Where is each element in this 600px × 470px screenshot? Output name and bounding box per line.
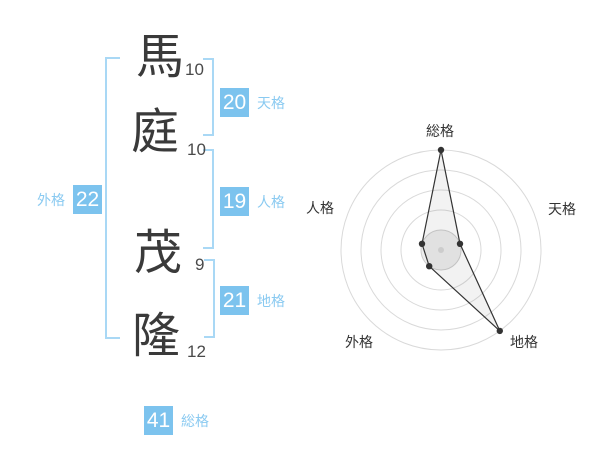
surname-char-1-strokes: 10 [185,60,204,79]
given-char-1-strokes: 9 [195,255,205,274]
jinkaku-badge: 19 人格 [220,187,285,216]
gaikaku-badge: 外格 22 [37,185,102,214]
surname-char-1: 馬 [136,31,185,84]
soukaku-badge: 41 総格 [144,406,209,435]
surname-char-2: 庭 [131,106,180,159]
soukaku-label: 総格 [181,412,209,429]
axis-label-chikaku: 地格 [510,334,538,350]
axis-label-tenkaku: 天格 [548,201,576,217]
jinkaku-value: 19 [220,187,249,216]
axis-label-jinkaku: 人格 [306,200,334,216]
surname-char-2-strokes: 10 [187,140,206,159]
given-char-2: 隆 [132,310,181,363]
gaikaku-value: 22 [73,185,102,214]
gaikaku-label: 外格 [37,191,65,208]
axis-label-gaikaku: 外格 [345,334,373,350]
chikaku-badge: 21 地格 [220,286,285,315]
tenkaku-bracket [203,58,214,136]
chikaku-value: 21 [220,286,249,315]
radar-plot-area [340,146,542,351]
given-char-2-strokes: 12 [187,342,206,361]
jinkaku-label: 人格 [257,193,285,210]
tenkaku-badge: 20 天格 [220,88,285,117]
chikaku-bracket [204,259,215,338]
given-char-1: 茂 [134,227,183,280]
soukaku-value: 41 [144,406,173,435]
tenkaku-value: 20 [220,88,249,117]
gaikaku-bracket [105,57,120,339]
axis-label-soukaku: 総格 [426,123,454,139]
radar-chart: 総格 天格 地格 外格 人格 [306,123,576,351]
tenkaku-label: 天格 [257,94,285,111]
chikaku-label: 地格 [257,292,285,309]
jinkaku-bracket [203,149,214,249]
